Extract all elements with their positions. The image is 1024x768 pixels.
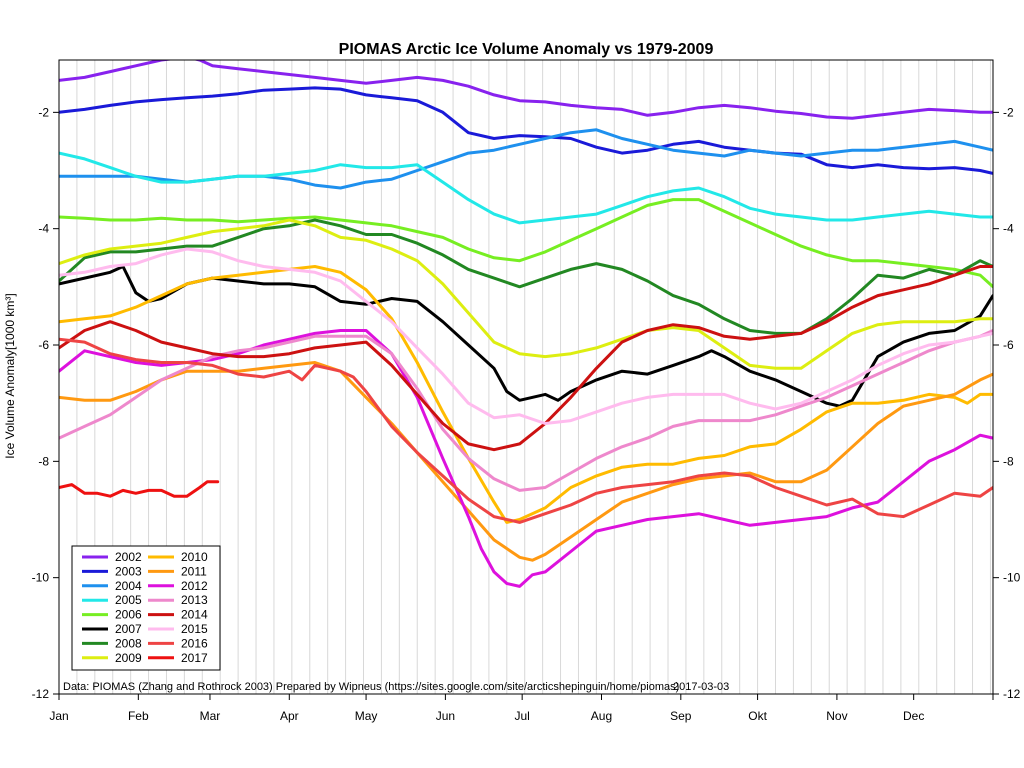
series-line-2010 xyxy=(59,265,993,524)
legend-label-2003: 2003 xyxy=(115,564,142,578)
y-tick-label-right: -4 xyxy=(1003,222,1014,236)
x-tick-label-apr: Apr xyxy=(280,709,299,723)
y-tick-label-left: -2 xyxy=(38,105,49,119)
legend-label-2009: 2009 xyxy=(115,651,142,665)
x-tick-label-jun: Jun xyxy=(436,709,455,723)
plot-frame xyxy=(58,59,994,695)
y-tick-label-left: -4 xyxy=(38,222,49,236)
x-tick-label-dec: Dec xyxy=(903,709,924,723)
legend-label-2017: 2017 xyxy=(181,651,208,665)
series-line-2015 xyxy=(59,247,993,425)
x-tick-label-okt: Okt xyxy=(748,709,767,723)
x-tick-label-may: May xyxy=(355,709,378,723)
series-line-2016 xyxy=(59,337,993,524)
legend-label-2011: 2011 xyxy=(181,564,207,578)
credit-date: 2017-03-03 xyxy=(673,681,729,693)
series-line-2002 xyxy=(59,60,993,120)
legend-label-2014: 2014 xyxy=(181,608,208,622)
series-line-2017 xyxy=(59,480,220,498)
x-tick-label-aug: Aug xyxy=(591,709,612,723)
x-axis: Jan Feb Mar Apr May Jun Jul Aug Sep Okt Nov Dec xyxy=(49,694,994,723)
legend-label-2002: 2002 xyxy=(115,550,142,564)
series-line-2011 xyxy=(59,361,993,562)
y-tick-label-right: -8 xyxy=(1003,454,1014,468)
series-line-2008 xyxy=(59,218,993,335)
y-tick-label-left: -8 xyxy=(38,454,49,468)
y-tick-label-right: -12 xyxy=(1003,687,1021,701)
legend-label-2006: 2006 xyxy=(115,608,142,622)
y-axis-label: Ice Volume Anomaly[1000 km³] xyxy=(3,293,17,458)
y-axis: -2 -2 -4 -4 -6 -6 -8 -8 -10 -10 -12 -12 xyxy=(32,105,1021,701)
legend-label-2010: 2010 xyxy=(181,550,208,564)
x-tick-label-sep: Sep xyxy=(670,709,692,723)
series-line-2014 xyxy=(59,265,993,452)
legend-label-2008: 2008 xyxy=(115,636,142,650)
x-tick-label-nov: Nov xyxy=(826,709,847,723)
y-tick-label-right: -2 xyxy=(1003,105,1014,119)
series-line-2003 xyxy=(59,86,993,175)
legend-label-2015: 2015 xyxy=(181,622,208,636)
series-line-2009 xyxy=(59,218,993,370)
y-tick-label-right: -10 xyxy=(1003,571,1021,585)
legend-label-2005: 2005 xyxy=(115,593,142,607)
grid xyxy=(76,60,991,694)
legend-label-2007: 2007 xyxy=(115,622,142,636)
series-lines xyxy=(59,60,993,588)
series-line-2006 xyxy=(59,198,993,289)
legend-label-2004: 2004 xyxy=(115,579,142,593)
credit-text: Data: PIOMAS (Zhang and Rothrock 2003) P… xyxy=(63,681,679,693)
y-tick-label-right: -6 xyxy=(1003,338,1014,352)
legend-box xyxy=(71,545,221,671)
x-tick-label-jul: Jul xyxy=(514,709,529,723)
legend-label-2016: 2016 xyxy=(181,636,208,650)
chart-title: PIOMAS Arctic Ice Volume Anomaly vs 1979… xyxy=(339,41,714,58)
y-tick-label-left: -6 xyxy=(38,338,49,352)
y-tick-label-left: -10 xyxy=(32,571,50,585)
legend-label-2012: 2012 xyxy=(181,579,208,593)
legend-label-2013: 2013 xyxy=(181,593,208,607)
x-tick-label-jan: Jan xyxy=(49,709,68,723)
series-line-2005 xyxy=(59,151,993,225)
x-tick-label-mar: Mar xyxy=(200,709,221,723)
x-tick-label-feb: Feb xyxy=(128,709,149,723)
y-tick-label-left: -12 xyxy=(32,687,50,701)
